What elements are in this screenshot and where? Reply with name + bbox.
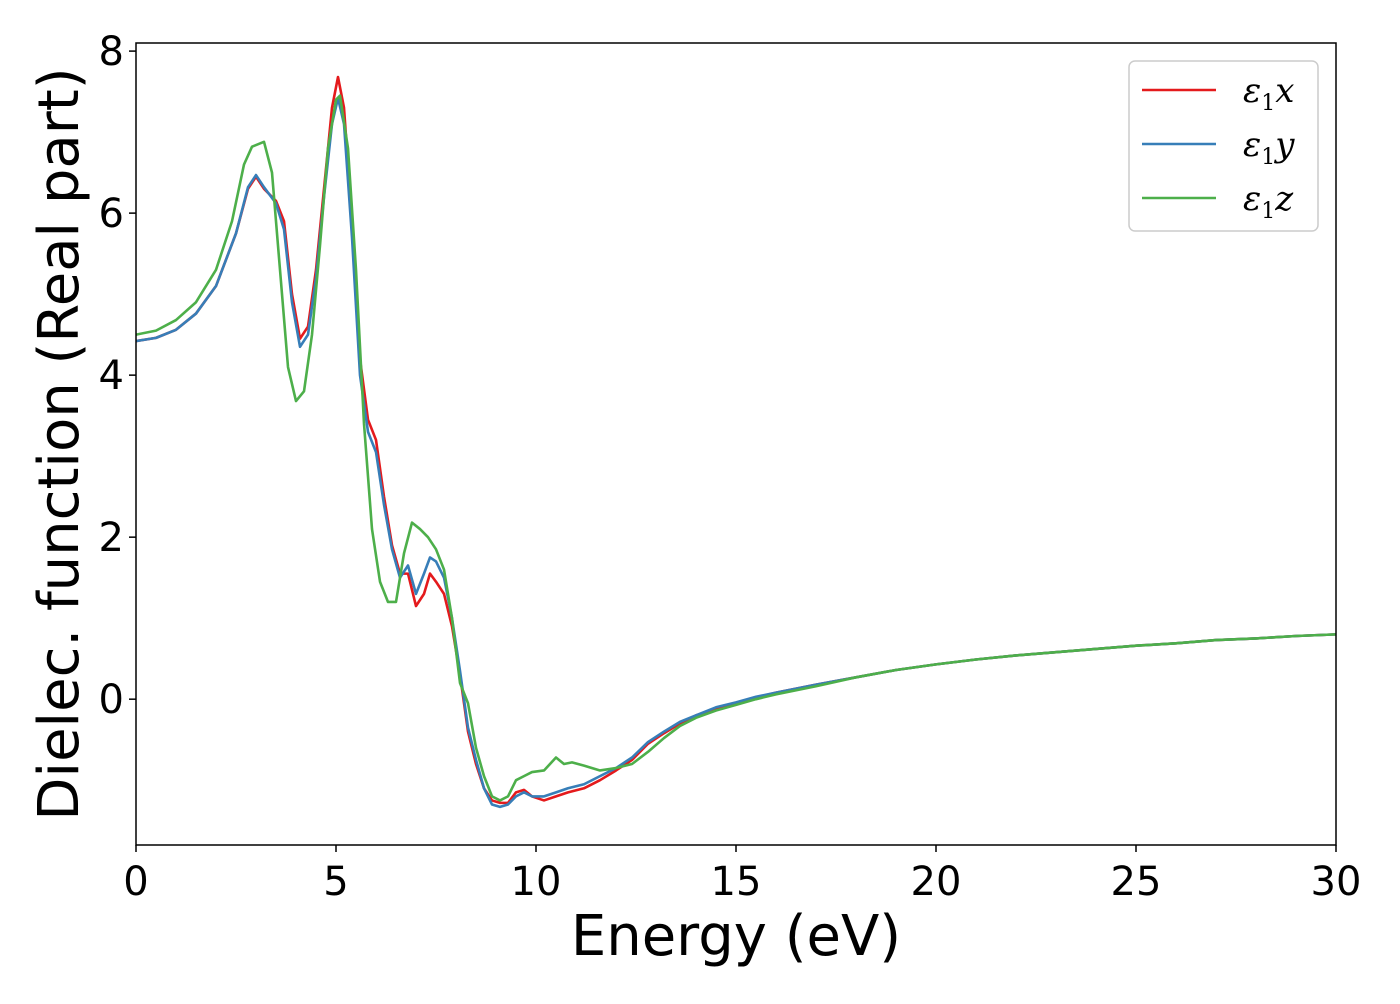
x-tick-label: 20: [911, 859, 962, 905]
series-line-z: [136, 94, 1336, 802]
legend-box: [1128, 60, 1319, 232]
legend-label-x: ε1x: [1243, 71, 1294, 116]
y-tick-label: 0: [99, 677, 124, 723]
ticks-layer: 0 5 10 15 20 25 30 0 2 4 6 8: [99, 29, 1362, 905]
x-tick-label: 30: [1311, 859, 1362, 905]
legend: ε1x ε1y ε1z: [1128, 60, 1319, 232]
legend-label-y: ε1y: [1243, 125, 1295, 170]
y-tick-label: 8: [99, 29, 124, 75]
x-tick-label: 0: [123, 859, 148, 905]
x-axis-title: Energy (eV): [571, 904, 901, 969]
x-tick-label: 15: [711, 859, 762, 905]
x-tick-label: 25: [1111, 859, 1162, 905]
series-layer: [136, 75, 1336, 809]
y-axis-title: Dielec. function (Real part): [27, 67, 92, 820]
y-tick-label: 2: [99, 515, 124, 561]
legend-label-z: ε1z: [1243, 179, 1294, 224]
y-tick-label: 4: [99, 353, 124, 399]
y-tick-label: 6: [99, 191, 124, 237]
x-tick-label: 5: [323, 859, 348, 905]
x-tick-label: 10: [511, 859, 562, 905]
